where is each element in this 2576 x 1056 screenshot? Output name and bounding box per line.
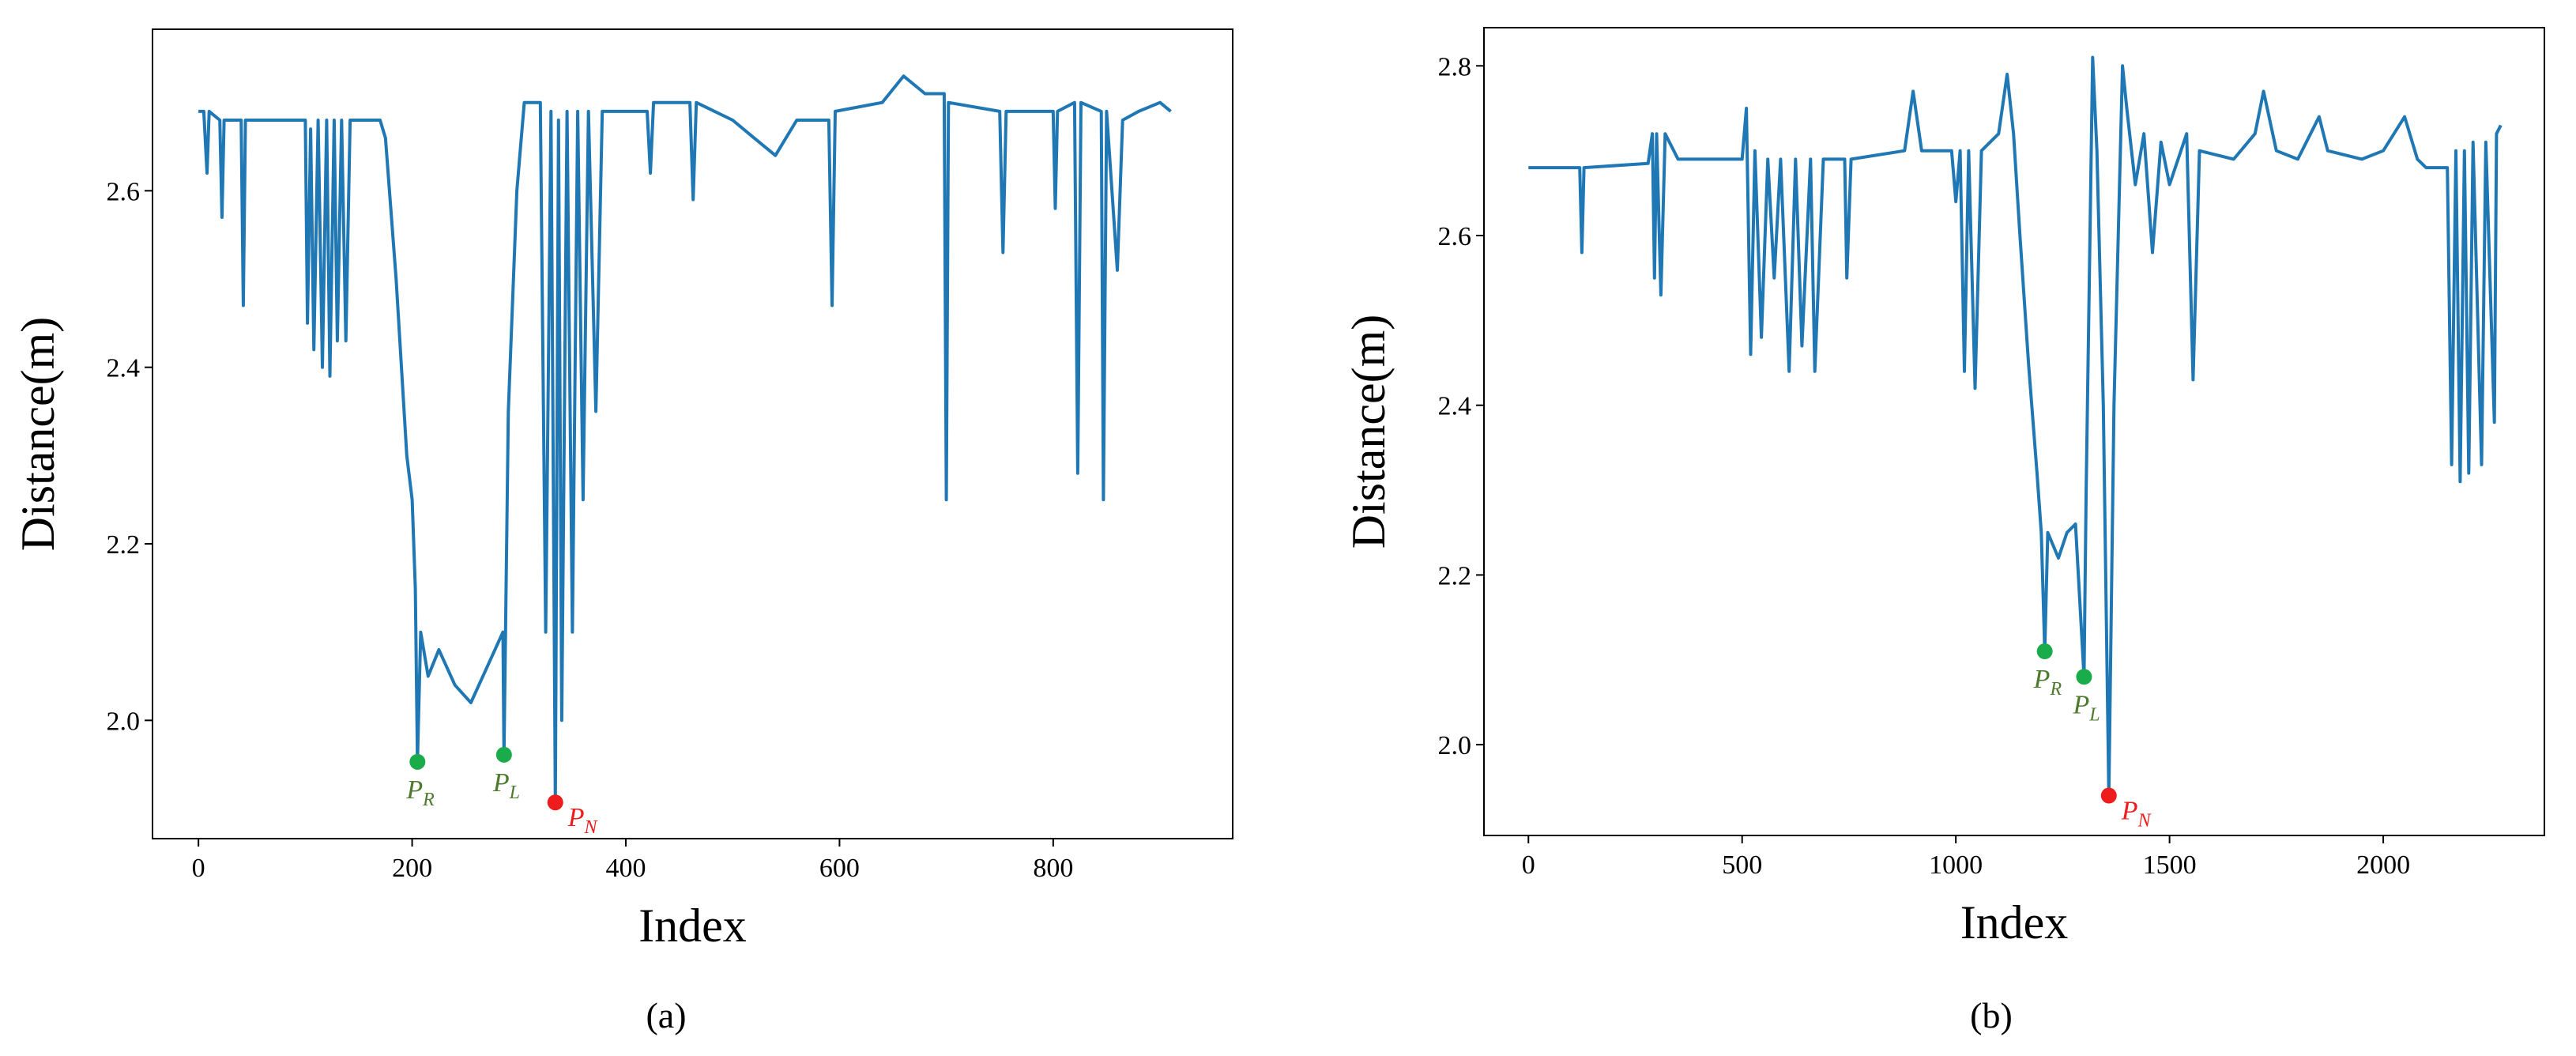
x-tick-label: 800 <box>1033 854 1073 883</box>
y-tick-label: 2.6 <box>1438 222 1472 251</box>
x-tick-label: 2000 <box>2356 850 2410 880</box>
x-tick-label: 400 <box>605 854 646 883</box>
y-tick-label: 2.0 <box>107 707 141 736</box>
y-tick-label: 2.0 <box>1438 731 1472 760</box>
data-line <box>1528 55 2503 798</box>
key-point <box>495 746 512 763</box>
key-point-letter: P <box>2121 797 2138 826</box>
key-point-letter: P <box>2033 665 2051 694</box>
y-tick-label: 2.4 <box>107 354 141 383</box>
y-tick-label: 2.2 <box>1438 561 1472 590</box>
key-point-label: PR <box>2033 665 2062 700</box>
y-tick-label: 2.4 <box>1438 392 1472 421</box>
key-point-subscript: N <box>584 817 599 838</box>
key-point-label: PN <box>2121 797 2152 832</box>
y-tick-label: 2.2 <box>107 530 141 560</box>
x-tick-label: 200 <box>392 854 432 883</box>
key-point-letter: P <box>492 768 510 798</box>
x-axis-label: Index <box>638 899 747 952</box>
key-point <box>547 794 563 811</box>
x-tick-label: 600 <box>819 854 860 883</box>
key-point-subscript: R <box>2049 679 2062 700</box>
chart-panel: 2.0 2.2 2.4 2.6 0 200 400 600 800 Index Distance(m… <box>12 28 1233 1035</box>
key-point-label: PN <box>567 803 599 838</box>
key-point-subscript: N <box>2137 811 2152 832</box>
y-tick-label: 2.6 <box>107 177 141 206</box>
chart-panel: 2.0 2.2 2.4 2.6 2.8 0 500 1000 1500 2000 Index Dist… <box>1343 27 2545 1035</box>
x-tick-label: 0 <box>192 854 205 883</box>
plot-frame <box>152 28 1233 839</box>
key-point <box>2076 669 2092 685</box>
plot-frame <box>1483 27 2545 836</box>
key-point <box>2100 787 2117 804</box>
key-point <box>2036 643 2053 660</box>
x-tick-label: 0 <box>1522 850 1535 880</box>
key-point-label: PL <box>492 768 520 803</box>
y-axis-label: Distance(m) <box>12 317 64 552</box>
x-tick-label: 1000 <box>1929 850 1983 880</box>
key-point-label: PR <box>405 775 435 810</box>
caption: (a) <box>646 995 686 1035</box>
y-axis-label: Distance(m) <box>1343 315 1395 549</box>
key-point-letter: P <box>567 803 585 832</box>
key-point-subscript: L <box>2088 704 2100 725</box>
x-tick-label: 500 <box>1722 850 1762 880</box>
data-line <box>198 74 1172 805</box>
key-point <box>409 753 426 770</box>
caption: (b) <box>1970 995 2013 1035</box>
key-point-letter: P <box>405 775 423 805</box>
key-point-subscript: R <box>422 790 435 810</box>
x-axis-label: Index <box>1960 896 2069 949</box>
x-tick-label: 1500 <box>2143 850 2197 880</box>
key-point-subscript: L <box>509 783 520 803</box>
key-point-label: PL <box>2072 690 2100 725</box>
key-point-letter: P <box>2072 690 2089 719</box>
y-tick-label: 2.8 <box>1438 52 1472 81</box>
